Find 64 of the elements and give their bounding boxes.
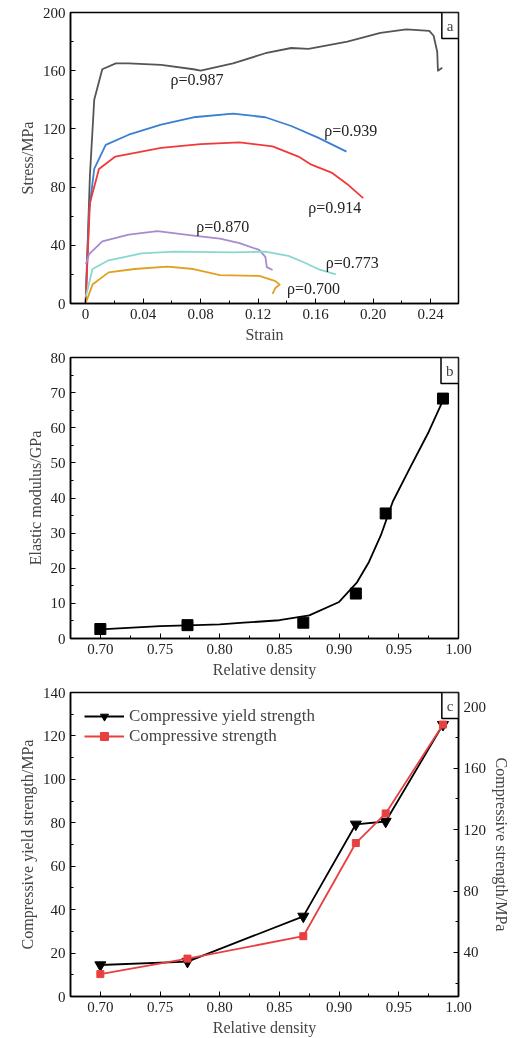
- legend-label: Compressive yield strength: [129, 706, 316, 726]
- y-tick-label: 70: [50, 384, 66, 401]
- y-tick-label: 80: [50, 349, 66, 366]
- x-tick-label: 0.75: [146, 640, 174, 657]
- y-tick-label: 80: [50, 179, 66, 196]
- y-axis-title: Stress/MPa: [19, 121, 36, 195]
- x-tick-label: 0.70: [87, 640, 114, 657]
- y-tick-label: 40: [50, 237, 66, 254]
- x-tick-label: 0.95: [385, 998, 412, 1015]
- annotation: c: [446, 697, 454, 714]
- series-label: ρ=0.773: [325, 254, 379, 273]
- x-tick-label: 0.70: [87, 998, 114, 1015]
- y-tick-label: 30: [50, 525, 66, 542]
- x-axis-title: Strain: [245, 325, 284, 343]
- y2-tick-label: 200: [463, 698, 486, 715]
- x-tick-label: 0.85: [266, 640, 293, 657]
- x-tick-label: 0.90: [325, 640, 353, 657]
- x-tick-label: 0.24: [417, 305, 445, 322]
- series-label: ρ=0.987: [170, 70, 224, 89]
- y-axis-title: Compressive yield strength/MPa: [19, 739, 37, 950]
- x-tick-label: 0.90: [325, 998, 353, 1015]
- x-tick-label: 0.80: [206, 998, 233, 1015]
- series-label: ρ=0.870: [196, 217, 250, 236]
- y-tick-label: 40: [50, 901, 66, 918]
- y-tick-label: 140: [43, 684, 66, 701]
- x-tick-label: 0.95: [385, 640, 412, 657]
- y-axis-title: Elastic modulus/GPa: [26, 430, 44, 566]
- y-tick-label: 10: [50, 595, 66, 612]
- y-tick-label: 100: [43, 771, 66, 788]
- legend-label: Compressive strength: [129, 726, 277, 746]
- x-tick-label: 0: [81, 305, 90, 322]
- x-tick-label: 1.00: [445, 998, 472, 1015]
- x-tick-label: 0.16: [302, 305, 330, 322]
- annotation: b: [446, 362, 454, 379]
- y-tick-label: 20: [50, 560, 66, 577]
- y-tick-label: 160: [43, 62, 66, 79]
- x-axis-title: Relative density: [212, 1018, 317, 1037]
- annotation: a: [446, 17, 454, 34]
- y-tick-label: 120: [43, 120, 66, 137]
- y-tick-label: 20: [50, 945, 66, 962]
- series-label: ρ=0.700: [287, 280, 341, 299]
- y2-tick-label: 120: [463, 821, 486, 838]
- series-label: ρ=0.939: [324, 122, 378, 141]
- y-tick-label: 120: [43, 727, 66, 744]
- series-label: ρ=0.914: [308, 198, 362, 217]
- x-tick-label: 0.08: [187, 305, 214, 322]
- y2-tick-label: 160: [463, 760, 486, 777]
- x-tick-label: 0.12: [245, 305, 272, 322]
- y-tick-label: 80: [50, 814, 66, 831]
- x-tick-label: 0.85: [266, 998, 293, 1015]
- x-axis-title: Relative density: [212, 660, 317, 679]
- x-tick-label: 0.04: [130, 305, 157, 322]
- x-tick-label: 0.20: [360, 305, 387, 322]
- y-tick-label: 200: [43, 4, 66, 21]
- y2-tick-label: 80: [463, 883, 479, 900]
- y-tick-label: 40: [50, 490, 66, 506]
- x-tick-label: 0.80: [206, 640, 233, 657]
- y2-axis-title: Compressive strength/MPa: [492, 757, 510, 932]
- y-tick-label: 60: [50, 858, 66, 875]
- x-tick-label: 1.00: [445, 640, 472, 657]
- y-tick-label: 50: [50, 454, 66, 471]
- y2-tick-label: 40: [463, 944, 479, 961]
- x-tick-label: 0.75: [146, 998, 174, 1015]
- y-tick-label: 60: [50, 419, 66, 436]
